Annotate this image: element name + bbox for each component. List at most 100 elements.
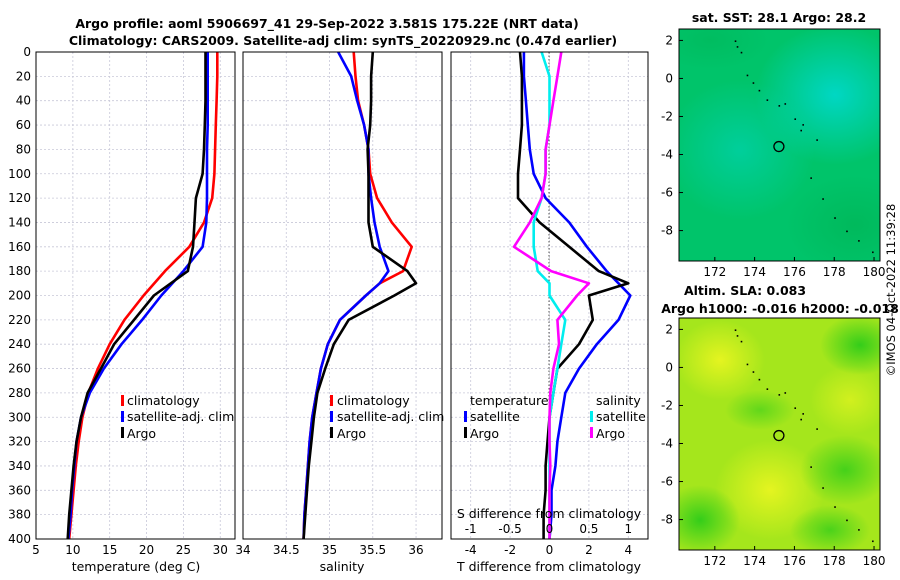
salinity-panel: 34 34.5 35 35.5 36 salinity climatology sate… — [235, 51, 444, 574]
depth-tick-label: 40 — [16, 94, 31, 108]
sst-map-axes: 172 174 176 178 180 2 0 -2 -4 -6 -8 — [661, 33, 885, 279]
difference-frame — [450, 51, 649, 540]
legend-satellite-swatch — [121, 411, 124, 422]
legend-argo-label: Argo — [127, 426, 156, 441]
s-difference-label: S difference from climatology — [457, 506, 642, 521]
s-diff-tick-label: -1 — [465, 522, 477, 536]
sla-map-title-line1: Altim. SLA: 0.083 — [684, 283, 806, 298]
island-speck — [752, 82, 755, 84]
temperature-panel: 0 20 40 60 80 100 120 140 160 180 200 220 240 260 280 3… — [8, 45, 236, 574]
difference-lines — [512, 51, 632, 540]
depth-tick-label: 0 — [23, 45, 31, 59]
x-tick-label: 10 — [65, 543, 80, 557]
island-speck — [734, 329, 737, 332]
island-speck — [846, 519, 848, 522]
depth-tick-label: 80 — [16, 142, 31, 156]
x-tick-label: 34 — [235, 543, 250, 557]
salinity-lines — [302, 51, 418, 540]
legend-s-argo-swatch — [590, 427, 593, 438]
island-speck — [822, 198, 824, 200]
island-speck — [834, 506, 836, 508]
sst-map-panel: sat. SST: 28.1 Argo: 28.2 172 174 176 178 18… — [661, 10, 885, 279]
x-tick-label: 4 — [624, 543, 632, 557]
legend-argo-label: Argo — [337, 426, 366, 441]
depth-tick-label: 60 — [16, 118, 31, 132]
island-speck — [746, 363, 749, 366]
sst-map-frame — [678, 28, 881, 262]
argo-position-marker — [773, 429, 785, 442]
island-speck — [846, 230, 848, 233]
lon-tick-label: 176 — [783, 554, 806, 568]
s-diff-tick-label: 0.5 — [579, 522, 598, 536]
x-tick-label: 25 — [176, 543, 191, 557]
lat-tick-label: 2 — [665, 33, 673, 47]
difference-panel: -4 -2 0 2 4 -1 -0.5 0 0.5 1 S difference from cl… — [450, 51, 649, 574]
depth-tick-label: 220 — [8, 313, 31, 327]
salinity-legend: climatology satellite-adj. clim Argo — [330, 393, 444, 441]
legend-t-argo-swatch — [464, 427, 467, 438]
legend-s-satellite-text: satellite — [596, 409, 646, 424]
island-speck — [800, 129, 802, 132]
copyright-stamp: ©IMOS 04-Oct-2022 11:39:28 — [884, 204, 898, 377]
sla-low-patch — [790, 505, 870, 550]
lat-tick-label: -6 — [661, 186, 673, 200]
island-speck — [872, 251, 874, 254]
island-speck — [816, 139, 818, 141]
island-speck — [872, 540, 874, 543]
salinity-axis: 34 34.5 35 35.5 36 — [235, 543, 423, 557]
x-tick-label: 20 — [139, 543, 154, 557]
island-speck — [736, 335, 739, 337]
island-speck — [734, 40, 737, 43]
legend-climatology-label: climatology — [337, 393, 410, 408]
sla-field — [679, 318, 880, 550]
island-speck — [794, 118, 797, 120]
lat-tick-label: 0 — [665, 71, 673, 85]
depth-tick-label: 260 — [8, 362, 31, 376]
sla-map-panel: Altim. SLA: 0.083 Argo h1000: -0.016 h20… — [661, 283, 899, 568]
difference-legend: temperature satellite-adj. clim satellit… — [464, 393, 646, 441]
sst-cool-patch — [679, 29, 770, 70]
legend-s-satellite-swatch — [590, 411, 593, 422]
temperature-frame — [35, 51, 236, 540]
lat-tick-label: 2 — [665, 322, 673, 336]
lon-tick-label: 172 — [703, 265, 726, 279]
argo-position-marker — [773, 140, 785, 153]
salinity-line-satellite-adj-clim — [302, 51, 390, 540]
sla-low-patch — [800, 435, 880, 505]
island-speck — [784, 103, 787, 105]
legend-t-satellite-swatch — [464, 411, 467, 422]
sla-low-patch — [820, 318, 880, 375]
legend-t-argo-label: Argo — [470, 426, 499, 441]
lat-tick-label: 0 — [665, 360, 673, 374]
x-tick-label: 15 — [102, 543, 117, 557]
island-speck — [758, 89, 761, 92]
depth-tick-label: 300 — [8, 410, 31, 424]
island-speck — [736, 46, 739, 48]
temperature-line-argo — [66, 52, 207, 540]
island-speck — [810, 177, 812, 179]
depth-tick-label: 240 — [8, 337, 31, 351]
lat-tick-label: -8 — [661, 224, 673, 238]
salinity-line-argo — [302, 51, 418, 540]
island-speck — [778, 105, 781, 107]
legend-temperature-title: temperature — [470, 393, 549, 408]
legend-climatology-swatch — [330, 395, 333, 406]
lon-tick-label: 174 — [743, 554, 766, 568]
legend-climatology-swatch — [121, 395, 124, 406]
island-speck — [858, 529, 860, 531]
island-speck — [822, 487, 824, 489]
island-speck — [758, 378, 761, 381]
x-tick-label: 30 — [213, 543, 228, 557]
salinity-grid — [243, 52, 442, 539]
sla-high-patch — [679, 320, 765, 400]
legend-satellite-swatch — [330, 411, 333, 422]
depth-tick-label: 360 — [8, 483, 31, 497]
legend-climatology-label: climatology — [127, 393, 200, 408]
difference-line-temperature-satellite — [522, 52, 632, 540]
sst-islands — [734, 40, 874, 254]
x-tick-label: 35.5 — [359, 543, 386, 557]
difference-line-temperature-argo — [516, 51, 630, 539]
depth-tick-label: 100 — [8, 167, 31, 181]
lon-tick-label: 174 — [743, 265, 766, 279]
